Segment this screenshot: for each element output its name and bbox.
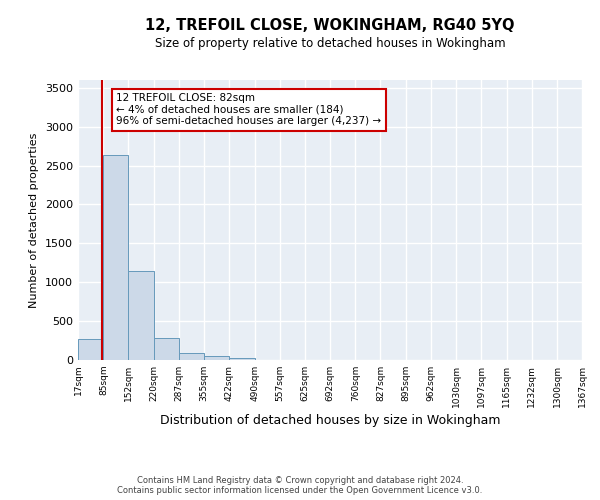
Bar: [229, 358, 254, 360]
Text: Contains HM Land Registry data © Crown copyright and database right 2024.
Contai: Contains HM Land Registry data © Crown c…: [118, 476, 482, 495]
Text: 12, TREFOIL CLOSE, WOKINGHAM, RG40 5YQ: 12, TREFOIL CLOSE, WOKINGHAM, RG40 5YQ: [145, 18, 515, 32]
Bar: [179, 353, 204, 360]
Bar: [154, 338, 179, 360]
X-axis label: Distribution of detached houses by size in Wokingham: Distribution of detached houses by size …: [160, 414, 500, 427]
Text: Size of property relative to detached houses in Wokingham: Size of property relative to detached ho…: [155, 38, 505, 51]
Bar: [204, 356, 229, 360]
Text: 12 TREFOIL CLOSE: 82sqm
← 4% of detached houses are smaller (184)
96% of semi-de: 12 TREFOIL CLOSE: 82sqm ← 4% of detached…: [116, 93, 382, 126]
Bar: [128, 270, 154, 360]
Bar: [103, 156, 128, 360]
Bar: [78, 339, 103, 360]
Y-axis label: Number of detached properties: Number of detached properties: [29, 132, 40, 308]
